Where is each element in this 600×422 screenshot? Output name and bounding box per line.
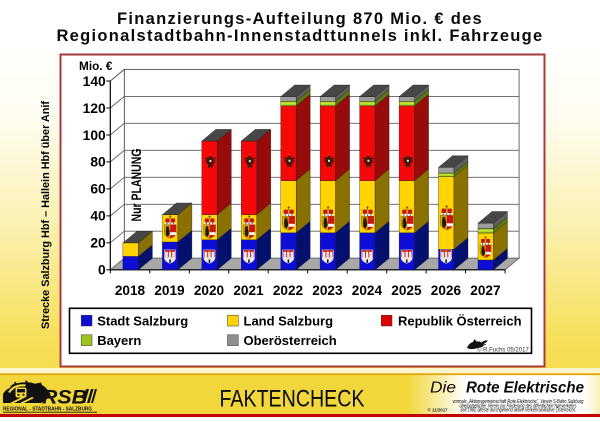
svg-text:© R.Fuchs 05/2017: © R.Fuchs 05/2017: [477, 346, 529, 353]
svg-text:Die: Die: [430, 379, 456, 396]
svg-text:100: 100: [83, 128, 106, 143]
svg-text:2024: 2024: [352, 283, 383, 298]
svg-text:80: 80: [90, 155, 106, 170]
svg-text:Finanzierungs-Aufteilung 870 M: Finanzierungs-Aufteilung 870 Mio. € des: [117, 10, 483, 28]
svg-text:2025: 2025: [391, 283, 422, 298]
svg-text:2021: 2021: [233, 283, 264, 298]
svg-text:2026: 2026: [431, 283, 462, 298]
svg-text:2027: 2027: [470, 283, 500, 298]
svg-text:2023: 2023: [312, 283, 343, 298]
svg-text:120: 120: [83, 101, 106, 116]
svg-text:Republik Österreich: Republik Österreich: [398, 314, 522, 329]
svg-text:2019: 2019: [154, 283, 185, 298]
svg-text:Mio. €: Mio. €: [79, 59, 113, 73]
svg-text:Strecke Salzburg Hbf – Hallein: Strecke Salzburg Hbf – Hallein Hbf über …: [40, 101, 52, 329]
svg-text:Regionalstadtbahn-Innenstadttu: Regionalstadtbahn-Innenstadttunnels inkl…: [56, 27, 543, 45]
svg-text:Oberösterreich: Oberösterreich: [244, 333, 337, 348]
svg-text:© 11/2017: © 11/2017: [428, 408, 449, 413]
svg-text:vormals „Aktionsgemeinschaft R: vormals „Aktionsgemeinschaft Rote Elektr…: [453, 399, 584, 405]
svg-text:Stadt Salzburg: Stadt Salzburg: [97, 314, 188, 329]
svg-text:RSB: RSB: [42, 387, 87, 409]
svg-text:überparteilicher Verein zur Fö: überparteilicher Verein zur Förderung de…: [460, 403, 577, 409]
svg-text:0: 0: [98, 263, 106, 278]
svg-text:2018: 2018: [115, 283, 146, 298]
svg-text:60: 60: [90, 182, 106, 197]
svg-text:2020: 2020: [194, 283, 224, 298]
svg-text:40: 40: [90, 209, 106, 224]
svg-text:FAKTENCHECK: FAKTENCHECK: [220, 386, 365, 413]
svg-text:2022: 2022: [273, 283, 304, 298]
svg-text:140: 140: [83, 74, 106, 89]
svg-text:Nur PLANUNG: Nur PLANUNG: [129, 149, 144, 222]
svg-text:seit 1982 älteste durchgehend: seit 1982 älteste durchgehend aktive Ver…: [461, 406, 576, 413]
svg-text:20: 20: [90, 236, 106, 251]
svg-text:REGIONAL - STADTBAHN - SALZBUR: REGIONAL - STADTBAHN - SALZBURG: [3, 407, 92, 413]
svg-text:Land Salzburg: Land Salzburg: [244, 314, 334, 329]
svg-text:Rote Elektrische: Rote Elektrische: [466, 379, 584, 396]
svg-text:Bayern: Bayern: [97, 333, 141, 348]
